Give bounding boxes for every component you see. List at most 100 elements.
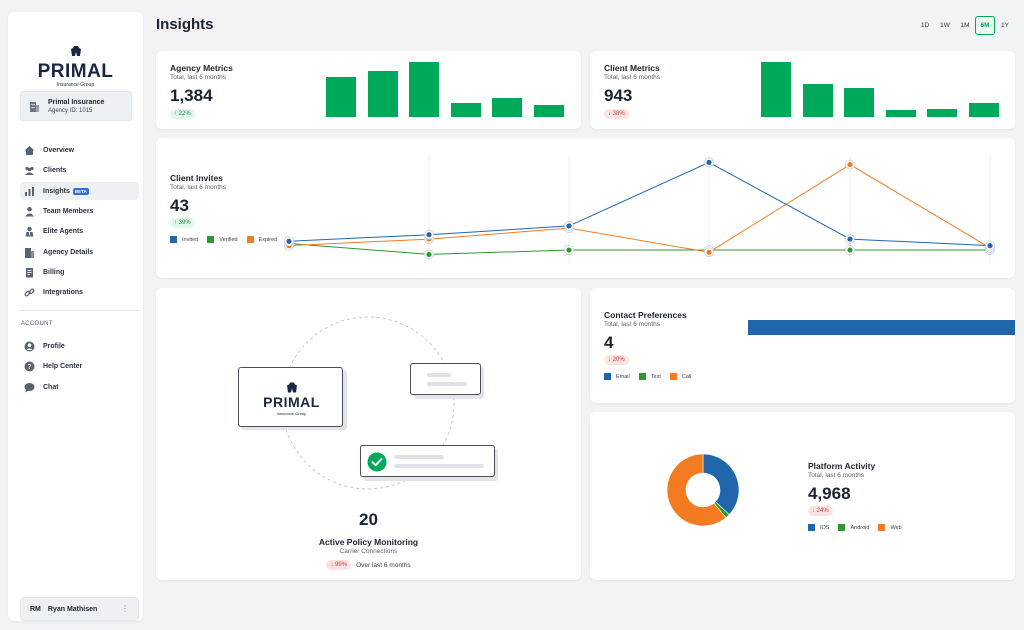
data-point-dot xyxy=(706,249,712,255)
sidebar-item-chat[interactable]: Chat xyxy=(20,378,139,396)
range-button-1d[interactable]: 1D xyxy=(920,22,930,29)
sidebar-item-overview[interactable]: Overview xyxy=(20,141,139,159)
platform-activity-card: Platform Activity Total, last 6 months 4… xyxy=(590,412,1015,580)
legend-item[interactable]: Expired xyxy=(246,236,277,243)
sidebar-item-clients[interactable]: Clients xyxy=(20,161,139,179)
sidebar-item-elite-agents[interactable]: Elite Agents xyxy=(20,222,139,240)
data-point-dot xyxy=(847,236,853,242)
range-button-1m[interactable]: 1M xyxy=(960,22,970,29)
card-subtitle: Total, last 6 months xyxy=(604,321,660,328)
change-badge: ↓ 99% xyxy=(326,560,352,570)
legend-swatch xyxy=(838,524,846,531)
client-invites-line-chart xyxy=(284,156,995,264)
agency-metrics-bar[interactable] xyxy=(409,62,440,117)
change-badge: ↑ 39% xyxy=(170,218,195,228)
contact-preference-bar[interactable] xyxy=(748,320,1015,335)
sidebar-item-profile[interactable]: Profile xyxy=(20,337,139,355)
change-badge: ↓ 24% xyxy=(808,506,833,516)
sidebar-item-help-center[interactable]: ? Help Center xyxy=(20,357,139,375)
legend-item[interactable]: IOS xyxy=(808,524,829,531)
agency-selector[interactable]: Primal Insurance Agency ID: 1015 xyxy=(20,91,132,121)
data-point-dot xyxy=(847,161,853,168)
card-subtitle: Total, last 6 months xyxy=(170,184,226,191)
change-badge: ↓ 20% xyxy=(604,355,629,365)
card-value: 4,968 xyxy=(808,484,851,503)
sidebar-item-label: Integrations xyxy=(43,288,84,296)
policy-monitoring-card: PRIMAL Insurance Group 20 Active Policy … xyxy=(156,288,581,580)
legend-label: Verified xyxy=(219,236,238,243)
legend-item[interactable]: Invited xyxy=(170,236,198,243)
legend-item[interactable]: Web xyxy=(878,524,902,531)
legend-label: Android xyxy=(850,524,870,531)
sidebar-item-label: Billing xyxy=(43,268,65,276)
donut-slice-ios[interactable] xyxy=(702,453,740,516)
partner-logo-card: PRIMAL Insurance Group xyxy=(238,367,343,427)
legend-swatch xyxy=(170,236,177,243)
brand-subtitle: Insurance Group xyxy=(56,82,95,88)
legend-swatch xyxy=(669,373,677,380)
sidebar-item-agency-details[interactable]: Agency Details xyxy=(20,243,139,261)
agency-name: Primal Insurance xyxy=(48,99,105,106)
card-title: Client Metrics xyxy=(604,63,660,73)
legend-item[interactable]: Text xyxy=(638,373,661,380)
legend-swatch xyxy=(207,236,215,243)
sidebar-divider xyxy=(20,310,139,311)
billing-icon xyxy=(26,267,33,277)
client-metrics-bar[interactable] xyxy=(761,62,791,117)
client-metrics-bar[interactable] xyxy=(927,109,958,117)
agent-icon xyxy=(25,226,34,236)
range-button-1w[interactable]: 1W xyxy=(940,22,950,29)
card-title: Active Policy Monitoring xyxy=(318,537,419,547)
logo-brand-name: PRIMAL xyxy=(263,394,320,410)
legend-item[interactable]: Email xyxy=(604,373,630,380)
brand-logo[interactable]: PRIMAL Insurance Group xyxy=(8,44,143,88)
range-button-1y[interactable]: 1Y xyxy=(1001,22,1009,29)
client-metrics-bar[interactable] xyxy=(844,88,875,117)
connection-status-card xyxy=(360,445,495,477)
card-value: 943 xyxy=(604,86,633,105)
sidebar-item-team-members[interactable]: Team Members xyxy=(20,202,139,220)
card-subtitle: Total, last 6 months xyxy=(808,472,864,479)
account-section-label: ACCOUNT xyxy=(21,321,53,327)
card-subtitle: Total, last 6 months xyxy=(170,74,226,81)
client-metrics-bar[interactable] xyxy=(969,103,999,117)
sidebar-item-integrations[interactable]: Integrations xyxy=(20,283,139,301)
card-subtitle: Carrier Connections xyxy=(339,548,398,555)
client-metrics-bar[interactable] xyxy=(802,84,833,117)
change-badge: ↓ 38% xyxy=(604,109,629,119)
sidebar-item-billing[interactable]: Billing xyxy=(20,263,139,281)
chart-legend: Email Text Call xyxy=(604,373,700,380)
card-value: 4 xyxy=(604,333,614,352)
agency-metrics-bar[interactable] xyxy=(367,71,398,117)
donut-slice-web[interactable] xyxy=(666,453,727,527)
policy-illustration xyxy=(241,316,498,490)
placeholder-line xyxy=(394,464,484,468)
chat-icon xyxy=(24,382,35,392)
legend-swatch xyxy=(808,524,815,531)
sidebar-item-label: Chat xyxy=(43,383,59,391)
series-line-invited xyxy=(288,161,991,247)
legend-swatch xyxy=(604,373,611,380)
user-name: Ryan Mathisen xyxy=(47,605,98,613)
data-point-dot xyxy=(286,238,292,244)
agency-metrics-bar[interactable] xyxy=(326,77,356,117)
home-icon xyxy=(24,145,35,155)
placeholder-line xyxy=(394,455,444,459)
data-point-dot xyxy=(426,232,432,238)
more-options-icon[interactable]: ⋮ xyxy=(121,604,129,613)
legend-swatch xyxy=(246,236,254,243)
legend-item[interactable]: Android xyxy=(838,524,869,531)
legend-item[interactable]: Call xyxy=(669,373,691,380)
user-account-card[interactable]: RM Ryan Mathisen ⋮ xyxy=(20,597,139,621)
legend-swatch xyxy=(638,373,646,380)
data-point-dot xyxy=(426,251,432,258)
agency-metrics-bar[interactable] xyxy=(450,103,481,117)
legend-item[interactable]: Verified xyxy=(207,236,238,243)
agency-metrics-bar[interactable] xyxy=(492,98,523,117)
agency-metrics-bar[interactable] xyxy=(534,105,564,117)
help-icon: ? xyxy=(24,361,35,371)
building-icon xyxy=(25,247,34,258)
client-metrics-bar[interactable] xyxy=(885,110,916,117)
range-button-6m[interactable]: 6M xyxy=(975,16,995,35)
sidebar-item-insights[interactable]: Insights BETA xyxy=(20,182,139,200)
